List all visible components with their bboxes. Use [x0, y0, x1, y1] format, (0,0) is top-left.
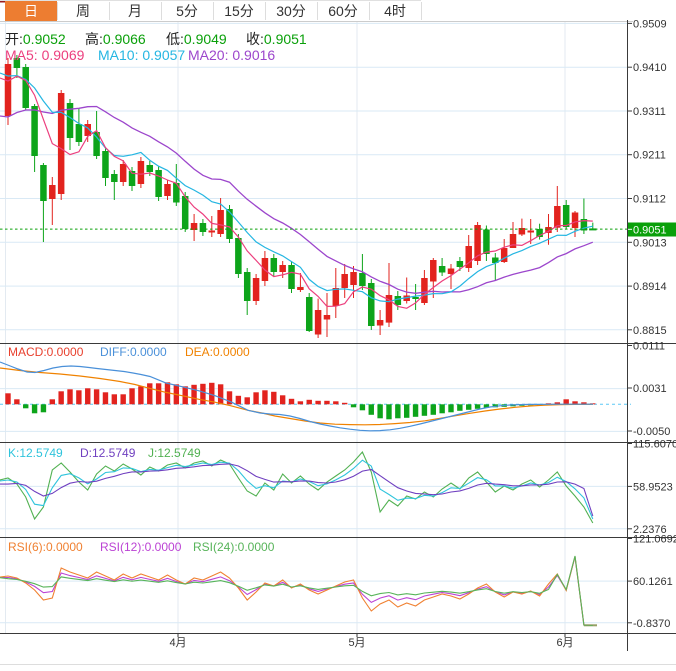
svg-text:RSI(6):0.0000: RSI(6):0.0000 — [8, 540, 83, 554]
svg-text:0.9211: 0.9211 — [633, 150, 666, 162]
svg-text:121.0692: 121.0692 — [633, 534, 676, 546]
svg-text:MA5: 0.9069: MA5: 0.9069 — [5, 47, 85, 63]
svg-text:J:12.5749: J:12.5749 — [148, 446, 201, 460]
svg-text:0.9509: 0.9509 — [633, 18, 667, 30]
svg-text:4时: 4时 — [384, 3, 406, 19]
svg-text:日: 日 — [24, 3, 38, 19]
svg-text:115.6070: 115.6070 — [633, 439, 676, 451]
svg-text:0.9013: 0.9013 — [633, 237, 667, 249]
svg-text:低:0.9049: 低:0.9049 — [166, 31, 227, 47]
svg-text:开:0.9052: 开:0.9052 — [5, 31, 66, 47]
svg-text:58.9523: 58.9523 — [633, 481, 673, 493]
svg-text:MACD:0.0000: MACD:0.0000 — [8, 345, 84, 359]
svg-text:D:12.5749: D:12.5749 — [80, 446, 136, 460]
svg-text:0.8815: 0.8815 — [633, 325, 667, 337]
svg-text:0.0111: 0.0111 — [633, 341, 665, 353]
svg-text:60.1261: 60.1261 — [633, 576, 673, 588]
svg-text:MA10: 0.9057: MA10: 0.9057 — [98, 47, 185, 63]
svg-text:30分: 30分 — [276, 3, 306, 19]
svg-text:MA20: 0.9016: MA20: 0.9016 — [188, 47, 275, 63]
svg-text:月: 月 — [128, 3, 142, 19]
svg-text:RSI(12):0.0000: RSI(12):0.0000 — [100, 540, 182, 554]
svg-text:5月: 5月 — [348, 637, 365, 649]
svg-text:高:0.9066: 高:0.9066 — [85, 31, 146, 47]
svg-text:0.9311: 0.9311 — [633, 106, 666, 118]
svg-text:0.9112: 0.9112 — [633, 194, 666, 206]
svg-text:收:0.9051: 收:0.9051 — [246, 31, 307, 47]
svg-text:5分: 5分 — [176, 3, 198, 19]
svg-text:4月: 4月 — [169, 637, 186, 649]
svg-text:0.9410: 0.9410 — [633, 62, 667, 74]
svg-text:0.8914: 0.8914 — [633, 281, 667, 293]
svg-text:K:12.5749: K:12.5749 — [8, 446, 63, 460]
svg-text:15分: 15分 — [224, 3, 254, 19]
svg-text:60分: 60分 — [328, 3, 358, 19]
svg-text:-0.0050: -0.0050 — [633, 426, 670, 438]
svg-text:-0.8370: -0.8370 — [633, 618, 670, 630]
svg-text:6月: 6月 — [556, 637, 573, 649]
svg-text:0.9051: 0.9051 — [633, 224, 667, 236]
svg-text:周: 周 — [76, 3, 90, 19]
svg-text:DIFF:0.0000: DIFF:0.0000 — [100, 345, 167, 359]
svg-text:0.0031: 0.0031 — [633, 383, 667, 395]
svg-text:2.2376: 2.2376 — [633, 524, 667, 536]
svg-text:DEA:0.0000: DEA:0.0000 — [185, 345, 250, 359]
svg-text:RSI(24):0.0000: RSI(24):0.0000 — [193, 540, 275, 554]
